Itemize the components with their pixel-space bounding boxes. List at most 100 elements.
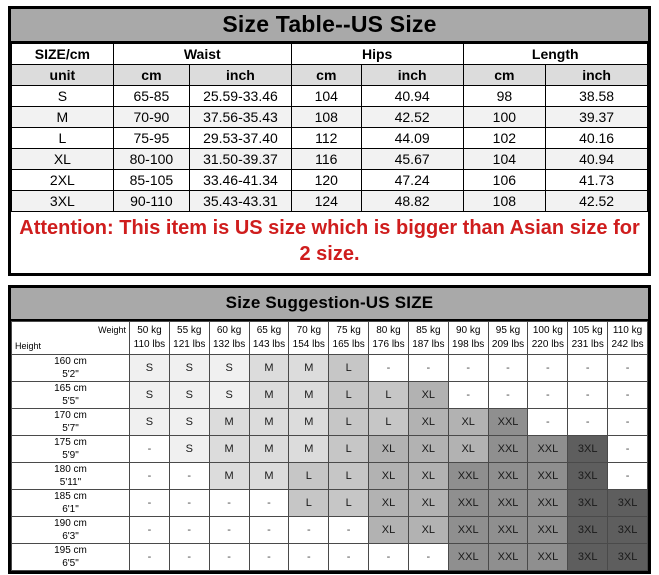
size-row: S 65-85 25.59-33.46 104 40.94 98 38.58 <box>11 85 648 107</box>
unit-label: unit <box>11 64 114 86</box>
suggestion-cell: S <box>129 380 170 409</box>
suggestion-cell: - <box>288 542 330 571</box>
measurement-cell: 80-100 <box>112 148 191 170</box>
height-header: 175 cm 5'9" <box>11 434 130 463</box>
suggestion-cell: XL <box>407 461 449 490</box>
weight-kg: 60 kg <box>216 325 242 337</box>
suggestion-cell: XL <box>447 434 489 463</box>
measurement-cell: 39.37 <box>545 106 648 128</box>
suggestion-cell: S <box>168 353 210 382</box>
suggestion-cell: - <box>168 542 210 571</box>
size-table-title: Size Table--US Size <box>11 9 648 43</box>
measurement-cell: 33.46-41.34 <box>189 169 292 191</box>
weight-kg: 75 kg <box>336 325 361 337</box>
measurement-cell: 112 <box>290 127 362 149</box>
suggestion-cell: 3XL <box>567 488 609 517</box>
weight-header-row: Weight Height 50 kg 110 lbs 55 kg 121 lbs 60 k… <box>11 320 648 355</box>
measurement-cell: 35.43-43.31 <box>189 190 292 212</box>
suggestion-cell: XL <box>407 380 449 409</box>
suggestion-cell: - <box>328 542 370 571</box>
suggestion-cell: XL <box>368 434 409 463</box>
size-label-cell: XL <box>11 148 114 170</box>
suggestion-cell: L <box>328 407 370 436</box>
suggestion-cell: - <box>447 353 489 382</box>
measurement-cell: 40.94 <box>360 85 464 107</box>
suggestion-cell: 3XL <box>567 542 609 571</box>
suggestion-cell: S <box>129 353 170 382</box>
column-header-group: Hips <box>290 43 464 65</box>
suggestion-cell: 3XL <box>567 434 609 463</box>
height-ft: 5'2" <box>62 368 79 380</box>
unit-header: inch <box>189 64 292 86</box>
attention-note: Attention: This item is US size which is… <box>11 212 648 273</box>
suggestion-cell: - <box>248 515 290 544</box>
suggestion-cell: M <box>208 407 250 436</box>
suggestion-cell: L <box>328 461 370 490</box>
weight-kg: 100 kg <box>532 325 563 337</box>
measurement-cell: 124 <box>290 190 362 212</box>
height-ft: 6'1" <box>62 503 79 515</box>
suggestion-cell: 3XL <box>567 461 609 490</box>
size-label-cell: S <box>11 85 114 107</box>
suggestion-row: 180 cm 5'11" - - M M L L XL XL XXL XXL XXL 3XL - <box>11 461 648 490</box>
weight-kg: 80 kg <box>376 325 401 337</box>
suggestion-cell: M <box>288 353 330 382</box>
measurement-cell: 70-90 <box>112 106 191 128</box>
weight-header: 80 kg 176 lbs <box>368 320 409 355</box>
suggestion-cell: - <box>447 380 489 409</box>
suggestion-cell: XXL <box>447 461 489 490</box>
suggestion-cell: S <box>129 407 170 436</box>
height-header: 160 cm 5'2" <box>11 353 130 382</box>
weight-header: 100 kg 220 lbs <box>527 320 569 355</box>
measurement-cell: 42.52 <box>360 106 464 128</box>
size-row: M 70-90 37.56-35.43 108 42.52 100 39.37 <box>11 106 648 128</box>
measurement-cell: 29.53-37.40 <box>189 127 292 149</box>
weight-kg: 70 kg <box>296 325 322 337</box>
measurement-cell: 108 <box>290 106 362 128</box>
suggestion-cell: - <box>607 434 648 463</box>
weight-lbs: 198 lbs <box>452 338 485 350</box>
measurement-cell: 116 <box>290 148 362 170</box>
measurement-cell: 100 <box>462 106 547 128</box>
height-header: 165 cm 5'5" <box>11 380 130 409</box>
suggestion-cell: XXL <box>487 542 529 571</box>
weight-header: 90 kg 198 lbs <box>447 320 489 355</box>
unit-header: inch <box>545 64 648 86</box>
suggestion-cell: XL <box>368 488 409 517</box>
height-ft: 5'11" <box>59 476 82 488</box>
suggestion-cell: XXL <box>527 434 569 463</box>
size-table-header-row: SIZE/cm Waist Hips Length <box>11 43 649 65</box>
weight-header: 75 kg 165 lbs <box>328 320 370 355</box>
suggestion-cell: M <box>208 461 250 490</box>
suggestion-cell: M <box>208 434 250 463</box>
suggestion-cell: - <box>368 353 409 382</box>
suggestion-cell: - <box>208 488 250 517</box>
suggestion-cell: 3XL <box>607 542 648 571</box>
weight-kg: 95 kg <box>495 325 521 337</box>
size-label-cell: 2XL <box>11 169 114 191</box>
height-cm: 170 cm <box>54 409 87 421</box>
column-header-group: Length <box>462 43 649 65</box>
suggestion-cell: XL <box>447 407 489 436</box>
height-ft: 6'3" <box>62 530 79 542</box>
weight-lbs: 121 lbs <box>173 338 206 350</box>
suggestion-cell: - <box>607 461 648 490</box>
suggestion-cell: - <box>487 380 529 409</box>
weight-lbs: 242 lbs <box>611 338 644 350</box>
suggestion-cell: XL <box>407 515 449 544</box>
suggestion-cell: XXL <box>447 515 489 544</box>
measurement-cell: 65-85 <box>112 85 191 107</box>
column-header-group: Waist <box>112 43 292 65</box>
suggestion-cell: XXL <box>527 461 569 490</box>
measurement-cell: 47.24 <box>360 169 464 191</box>
weight-lbs: 154 lbs <box>292 338 325 350</box>
size-suggestion-body: 160 cm 5'2" S S S M M L - - - - - - -165 cm 5'5" S S S M M L L… <box>11 353 648 571</box>
height-cm: 195 cm <box>54 544 87 556</box>
height-header: 195 cm 6'5" <box>11 542 130 571</box>
measurement-cell: 90-110 <box>112 190 191 212</box>
suggestion-cell: - <box>208 515 250 544</box>
unit-header: cm <box>112 64 191 86</box>
suggestion-row: 175 cm 5'9" - S M M M L XL XL XL XXL XXL 3XL - <box>11 434 648 463</box>
suggestion-cell: M <box>248 353 290 382</box>
size-table-body: S 65-85 25.59-33.46 104 40.94 98 38.58 M 70-90 37… <box>11 85 648 212</box>
